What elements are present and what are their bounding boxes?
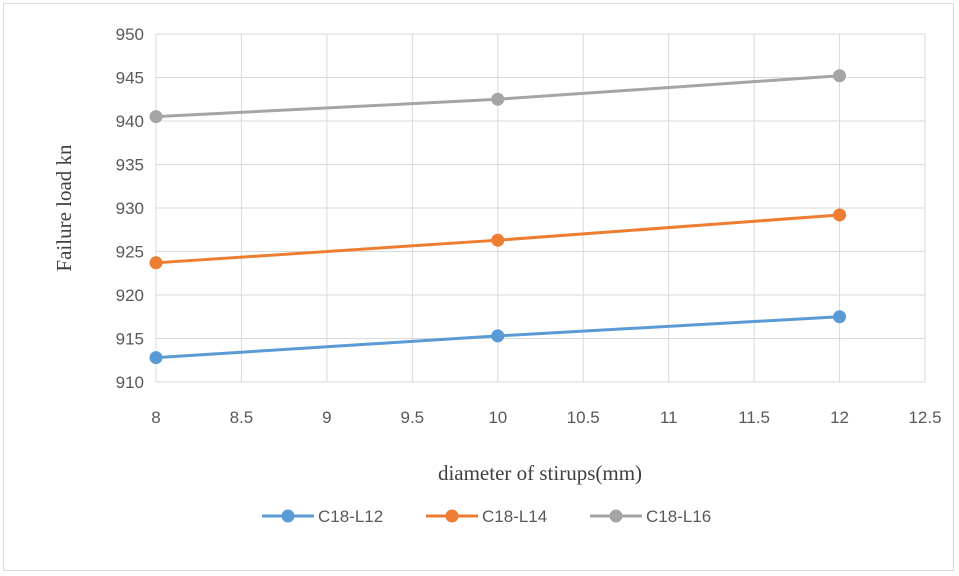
legend-item: C18-L16 xyxy=(590,507,711,526)
x-tick-label: 9.5 xyxy=(401,408,425,427)
x-axis-title: diameter of stirups(mm) xyxy=(438,461,642,485)
y-tick-label: 945 xyxy=(116,69,144,88)
gridlines xyxy=(156,34,925,382)
x-tick-label: 11.5 xyxy=(738,408,770,427)
y-tick-label: 910 xyxy=(116,373,144,392)
y-tick-label: 920 xyxy=(116,286,144,305)
x-tick-label: 9 xyxy=(322,408,331,427)
y-tick-label: 950 xyxy=(116,25,144,44)
legend-swatch-marker xyxy=(282,510,295,523)
data-point xyxy=(833,310,846,323)
data-point xyxy=(833,69,846,82)
y-tick-label: 940 xyxy=(116,112,144,131)
legend-label: C18-L16 xyxy=(646,507,711,526)
legend-item: C18-L12 xyxy=(262,507,383,526)
legend: C18-L12 C18-L14 C18-L16 xyxy=(262,507,711,526)
x-tick-label: 12 xyxy=(830,408,849,427)
legend-item: C18-L14 xyxy=(426,507,547,526)
x-tick-label: 11 xyxy=(660,408,678,427)
data-point xyxy=(150,351,163,364)
data-point xyxy=(491,329,504,342)
y-tick-label: 930 xyxy=(116,199,144,218)
legend-swatch-marker xyxy=(446,510,459,523)
x-tick-label: 8.5 xyxy=(230,408,254,427)
x-axis-ticks: 8 8.5 9 9.5 10 10.5 11 11.5 12 12.5 xyxy=(151,408,941,427)
x-tick-label: 10 xyxy=(488,408,507,427)
x-tick-label: 12.5 xyxy=(908,408,941,427)
legend-label: C18-L12 xyxy=(318,507,383,526)
x-tick-label: 8 xyxy=(151,408,160,427)
data-point xyxy=(150,110,163,123)
y-tick-label: 935 xyxy=(116,156,144,175)
x-tick-label: 10.5 xyxy=(567,408,600,427)
y-tick-label: 915 xyxy=(116,330,144,349)
legend-swatch-marker xyxy=(610,510,623,523)
legend-label: C18-L14 xyxy=(482,507,547,526)
data-point xyxy=(491,234,504,247)
y-axis-ticks: 910 915 920 925 930 935 940 945 950 xyxy=(116,25,144,392)
data-point xyxy=(833,208,846,221)
data-point xyxy=(150,256,163,269)
y-tick-label: 925 xyxy=(116,243,144,262)
data-point xyxy=(491,93,504,106)
y-axis-title: Failure load kn xyxy=(52,144,76,272)
